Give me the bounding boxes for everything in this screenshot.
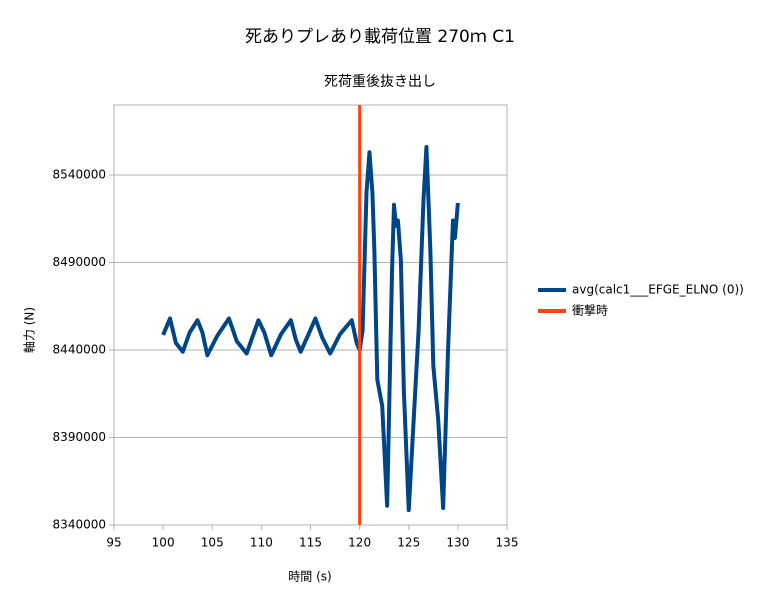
legend-label: 衝撃時 bbox=[572, 303, 608, 318]
x-tick-label: 95 bbox=[106, 536, 121, 550]
x-tick-label: 115 bbox=[299, 536, 322, 550]
y-tick-label: 8340000 bbox=[53, 518, 106, 532]
y-tick-label: 8390000 bbox=[53, 430, 106, 444]
chart-title: 死ありプレあり載荷位置 270ｍ C1 bbox=[245, 27, 515, 47]
x-axis-label: 時間 (s) bbox=[288, 570, 331, 584]
x-tick-label: 125 bbox=[397, 536, 420, 550]
x-tick-label: 110 bbox=[250, 536, 273, 550]
x-tick-label: 100 bbox=[152, 536, 175, 550]
y-tick-label: 8490000 bbox=[53, 255, 106, 269]
legend-label: avg(calc1___EFGE_ELNO (0)) bbox=[572, 283, 744, 297]
x-tick-label: 135 bbox=[496, 536, 519, 550]
x-tick-label: 105 bbox=[201, 536, 224, 550]
x-tick-label: 120 bbox=[348, 536, 371, 550]
y-tick-label: 8540000 bbox=[53, 168, 106, 182]
y-tick-label: 8440000 bbox=[53, 343, 106, 357]
y-axis-label: 軸力 (N) bbox=[23, 307, 37, 353]
series-line bbox=[161, 145, 460, 513]
x-tick-label: 130 bbox=[446, 536, 469, 550]
chart-subtitle: 死荷重後抜き出し bbox=[324, 74, 436, 90]
